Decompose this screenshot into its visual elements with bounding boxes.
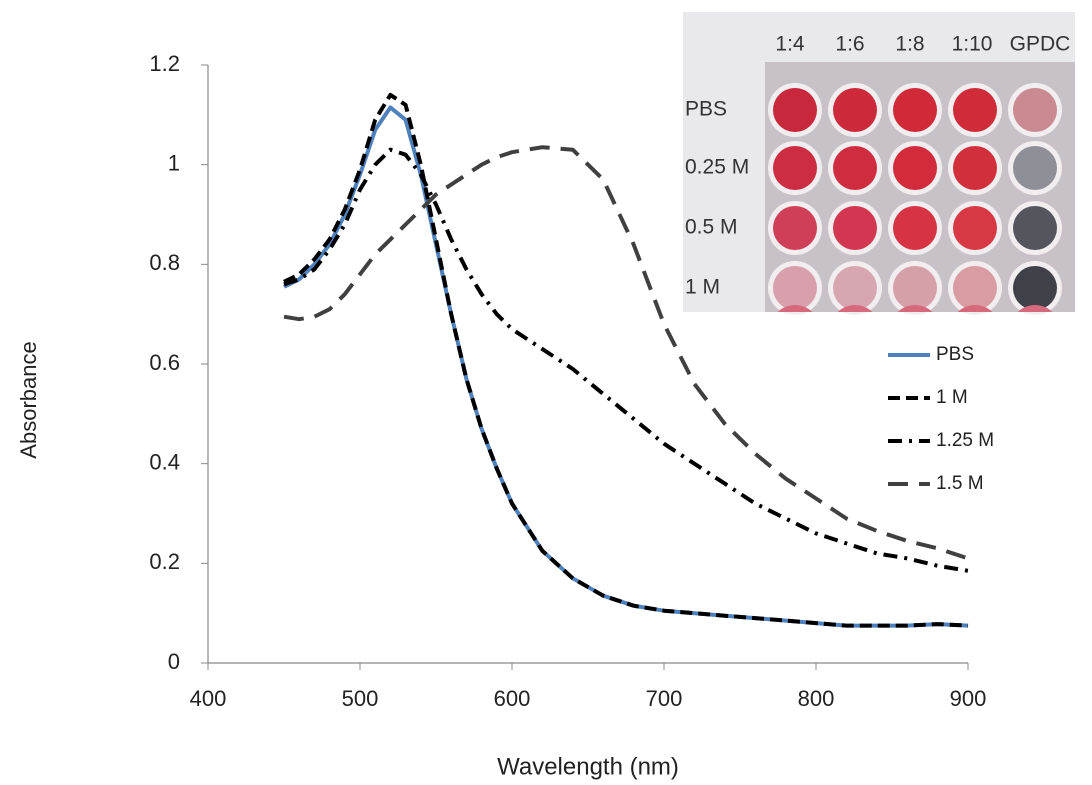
well-liquid (773, 146, 817, 190)
inset-row-label: 1 M (685, 276, 720, 299)
well-liquid (773, 206, 817, 250)
inset-column-label: 1:8 (895, 33, 924, 56)
x-tick-label: 400 (190, 686, 227, 711)
well-liquid (1013, 88, 1057, 132)
well (957, 305, 993, 312)
inset-column-label: 1:6 (835, 33, 864, 56)
well-liquid (833, 88, 877, 132)
x-tick-label: 500 (342, 686, 379, 711)
y-tick-label: 1.2 (149, 51, 180, 76)
inset-column-label: GPDC (1010, 33, 1071, 56)
well-liquid (953, 206, 997, 250)
series-line (283, 92, 969, 628)
x-axis-title: Wavelength (nm) (497, 753, 679, 780)
well-liquid (1013, 266, 1057, 310)
series-line (283, 147, 969, 573)
y-tick-label: 0.6 (149, 350, 180, 375)
well-liquid (773, 88, 817, 132)
inset-row-label: PBS (685, 98, 727, 121)
x-tick-label: 600 (494, 686, 531, 711)
y-tick-label: 0.4 (149, 449, 180, 474)
x-tick-label: 700 (646, 686, 683, 711)
y-tick-label: 0 (168, 649, 180, 674)
y-tick-label: 0.2 (149, 549, 180, 574)
inset-column-label: 1:10 (952, 33, 993, 56)
inset-column-label: 1:4 (775, 33, 805, 56)
y-tick-label: 1 (168, 150, 180, 175)
well-liquid (893, 206, 937, 250)
well-liquid (1013, 206, 1057, 250)
legend-label: PBS (936, 344, 974, 365)
well-liquid (1013, 146, 1057, 190)
well-liquid (833, 266, 877, 310)
legend-label: 1 M (936, 387, 968, 408)
well (837, 305, 873, 312)
well-liquid (773, 266, 817, 310)
well-liquid (833, 206, 877, 250)
inset-row-label: 0.5 M (685, 216, 738, 239)
well-liquid (893, 146, 937, 190)
well (1017, 305, 1053, 312)
well-liquid (833, 146, 877, 190)
y-tick-label: 0.8 (149, 250, 180, 275)
x-tick-label: 900 (950, 686, 987, 711)
series-line (283, 145, 969, 561)
well (897, 305, 933, 312)
legend-label: 1.5 M (936, 473, 984, 494)
y-axis-title: Absorbance (16, 341, 41, 458)
well-liquid (953, 266, 997, 310)
inset-row-label: 0.25 M (685, 156, 749, 179)
well-liquid (893, 266, 937, 310)
legend-label: 1.25 M (936, 430, 994, 451)
x-tick-label: 800 (798, 686, 835, 711)
well-liquid (953, 146, 997, 190)
well-liquid (953, 88, 997, 132)
well-liquid (893, 88, 937, 132)
inset-photo: 1:4 1:6 1:8 1:10 GPDC PBS 0.25 M 0.5 M 1 M (683, 12, 1075, 315)
well (777, 305, 813, 312)
